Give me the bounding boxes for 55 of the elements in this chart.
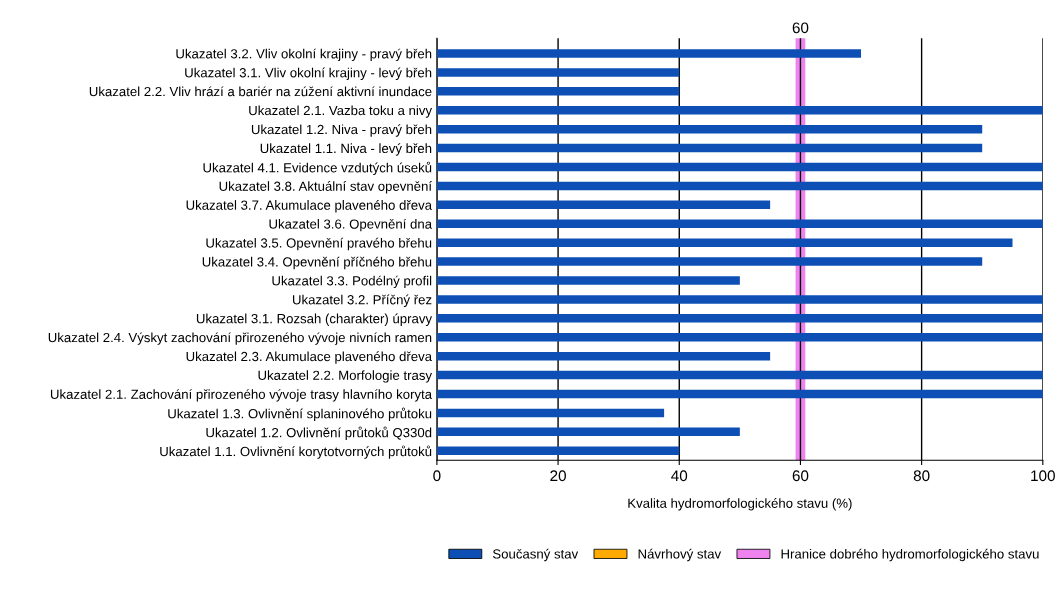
bar	[436, 162, 1043, 172]
y-tick-label: Ukazatel 3.1. Vliv okolní krajiny - levý břeh	[185, 67, 432, 80]
bar	[436, 351, 771, 361]
y-tick-label: Ukazatel 2.1. Zachování přirozeného vývoje trasy hlavního koryta	[50, 389, 433, 402]
bar	[436, 427, 740, 437]
text: 60	[792, 22, 809, 34]
bar	[436, 219, 1043, 228]
bar	[436, 200, 771, 210]
bar	[436, 332, 1043, 342]
y-tick-label: Ukazatel 3.1. Rozsah (charakter) úpravy	[196, 313, 433, 326]
y-tick-label: Ukazatel 3.2. Vliv okolní krajiny - pravý břeh	[176, 48, 432, 62]
x-tick-label: 100	[1031, 470, 1055, 482]
x-tick-label: 20	[550, 470, 566, 482]
x-tick-label: 40	[671, 470, 688, 482]
x-tick-label: 80	[913, 470, 930, 482]
legend-label: Návrhový stav	[638, 548, 722, 562]
bar	[436, 87, 680, 96]
bar	[436, 105, 1043, 115]
bar	[436, 257, 983, 266]
x-tick-label: 0	[433, 470, 441, 482]
bar	[436, 295, 1043, 304]
legend-label: Hranice dobrého hydromorfologického stavu	[781, 548, 1039, 562]
bar	[436, 181, 1043, 191]
bar	[436, 124, 983, 134]
bar	[436, 276, 740, 285]
legend-label: Současný stav	[492, 548, 579, 562]
y-tick-label: Ukazatel 3.2. Příčný řez	[293, 294, 432, 307]
y-tick-label: Ukazatel 1.2. Niva - pravý břeh	[251, 124, 432, 137]
bar	[436, 238, 1013, 247]
y-tick-label: Ukazatel 1.3. Ovlivnění splaninového průtoku	[168, 407, 432, 421]
bar	[436, 314, 1043, 323]
x-tick-label: 60	[792, 470, 809, 482]
y-tick-label: Ukazatel 3.6. Opevnění dna	[269, 218, 433, 232]
y-tick-label: Ukazatel 2.2. Vliv hrází a bariér na zúžení aktivní inundace	[89, 86, 432, 97]
y-tick-label: Ukazatel 3.5. Opevnění pravého břehu	[206, 237, 432, 251]
y-tick-label: Ukazatel 2.2. Morfologie trasy	[258, 370, 433, 383]
y-tick-label: Ukazatel 3.8. Aktuální stav opevnění	[219, 181, 432, 194]
y-tick-label: Ukazatel 3.3. Podélný profil	[272, 275, 432, 289]
y-tick-label: Ukazatel 1.2. Ovlivnění průtoků Q330d	[206, 426, 432, 440]
x-axis-title: Kvalita hydromorfologického stavu (%)	[628, 498, 852, 511]
y-tick-label: Ukazatel 4.1. Evidence vzdutých úseků	[203, 161, 432, 176]
y-tick-label: Ukazatel 1.1. Niva - levý břeh	[260, 143, 432, 156]
bar	[436, 370, 1043, 380]
bar	[436, 49, 862, 58]
bar	[436, 408, 665, 418]
bar	[436, 446, 680, 455]
y-tick-label: Ukazatel 3.4. Opevnění příčného břehu	[202, 256, 432, 270]
y-tick-label: Ukazatel 2.3. Akumulace plaveného dřeva	[186, 351, 433, 364]
y-tick-label: Ukazatel 1.1. Ovlivnění korytotvorných průtoků	[160, 445, 432, 459]
y-tick-label: Ukazatel 2.1. Vazba toku a nivy	[249, 105, 433, 118]
bar	[436, 389, 1043, 399]
y-tick-label: Ukazatel 3.7. Akumulace plaveného dřeva	[186, 199, 433, 213]
bar	[436, 143, 983, 153]
bar	[436, 68, 680, 77]
y-tick-label: Ukazatel 2.4. Výskyt zachování přirozeného vývoje nivních ramen	[48, 332, 432, 345]
